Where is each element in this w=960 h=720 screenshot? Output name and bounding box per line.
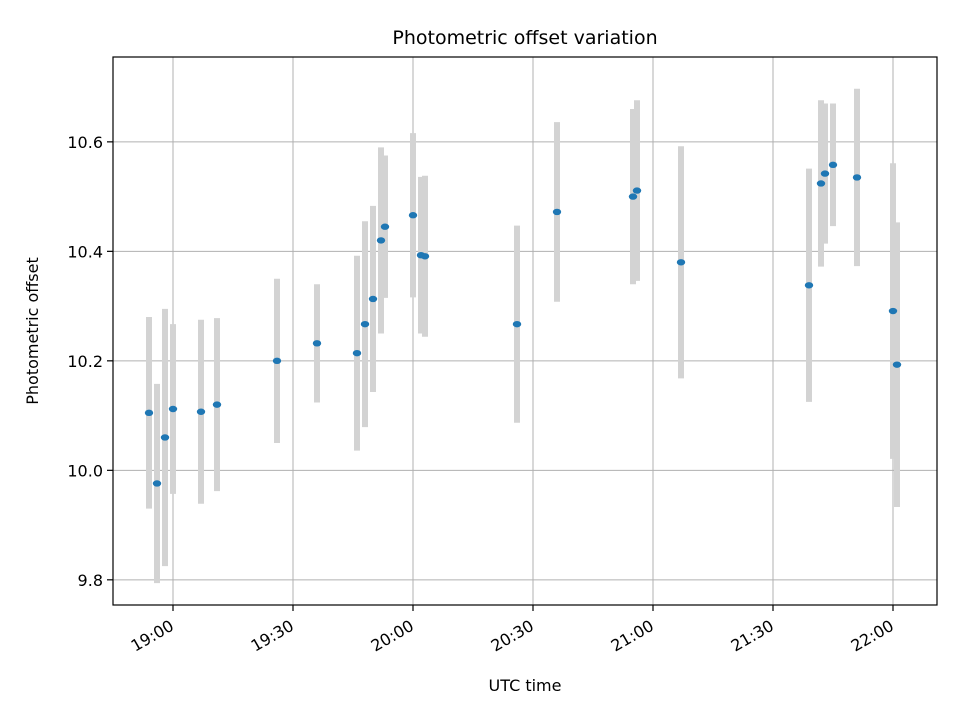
x-tick-label: 20:30 — [488, 616, 537, 656]
data-point — [212, 401, 222, 408]
data-point — [368, 295, 378, 303]
data-point — [376, 237, 386, 244]
data-point — [312, 340, 322, 347]
data-point — [360, 320, 370, 328]
x-tick-label: 21:00 — [608, 616, 657, 656]
grid — [113, 57, 937, 605]
y-axis: 9.8 10.0 10.2 10.4 10.6 — [67, 133, 113, 590]
y-tick-label: 10.4 — [67, 242, 103, 261]
errorbars — [146, 88, 900, 584]
data-points — [144, 161, 902, 487]
y-tick-label: 10.0 — [67, 461, 103, 480]
data-point — [828, 161, 838, 169]
data-point — [196, 408, 206, 415]
x-tick-label: 21:30 — [728, 616, 777, 656]
plot-frame — [112, 56, 938, 606]
chart-title: Photometric offset variation — [392, 27, 657, 49]
x-tick-label: 19:30 — [248, 616, 297, 656]
data-point — [676, 259, 686, 266]
data-point — [852, 174, 862, 181]
data-point — [168, 405, 178, 413]
data-point — [892, 361, 902, 368]
data-point — [512, 320, 522, 328]
data-point — [420, 253, 430, 260]
x-axis: 19:00 19:30 20:00 20:30 21:00 21:30 22:00 — [128, 605, 897, 656]
y-tick-label: 9.8 — [78, 571, 103, 590]
x-tick-label: 22:00 — [848, 616, 897, 656]
data-point — [144, 409, 154, 417]
data-point — [888, 307, 898, 315]
y-axis-label: Photometric offset — [23, 257, 42, 405]
data-point — [632, 187, 642, 194]
data-point — [816, 180, 826, 187]
x-axis-label: UTC time — [489, 676, 562, 695]
data-point — [552, 208, 562, 216]
data-point — [408, 212, 418, 219]
y-tick-label: 10.2 — [67, 352, 103, 371]
data-point — [380, 223, 390, 230]
data-point — [804, 282, 814, 289]
x-tick-label: 20:00 — [368, 616, 417, 656]
data-point — [272, 357, 282, 365]
data-point — [352, 349, 362, 357]
data-point — [152, 480, 162, 487]
y-tick-label: 10.6 — [67, 133, 103, 152]
data-point — [820, 170, 830, 177]
data-point — [160, 434, 170, 441]
data-point — [628, 193, 638, 200]
x-tick-label: 19:00 — [128, 616, 177, 656]
